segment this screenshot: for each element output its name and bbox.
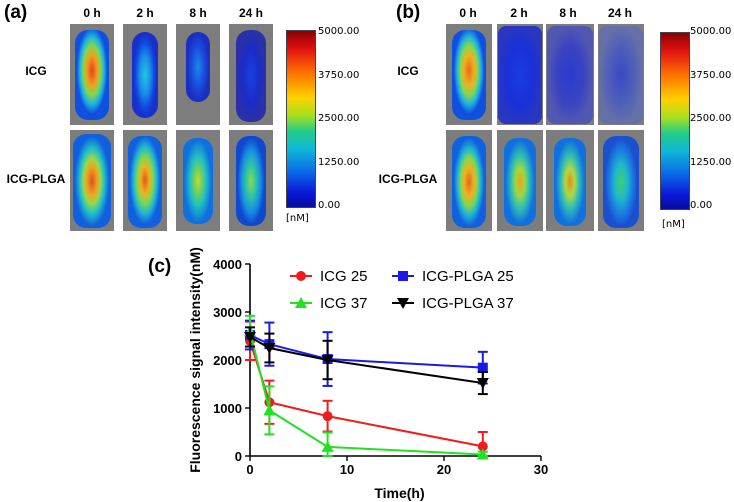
panel-b-image-icg-2h bbox=[497, 24, 543, 125]
data-point bbox=[476, 448, 489, 460]
data-point bbox=[477, 441, 488, 452]
data-point bbox=[263, 404, 276, 416]
panel-b-col-2h: 2 h bbox=[510, 6, 528, 20]
panel-b-col-8h: 8 h bbox=[559, 6, 577, 20]
panel-b-row-icg: ICG bbox=[397, 64, 419, 78]
panel-a-row-icg: ICG bbox=[25, 64, 47, 78]
x-tick-label: 0 bbox=[246, 462, 253, 477]
panel-a-colorbar-tick: 0.00 bbox=[318, 200, 341, 211]
panel-a-col-0h: 0 h bbox=[83, 6, 101, 20]
panel-a-image-icg-0h bbox=[70, 24, 114, 125]
panel-b-colorbar-tick: 2500.00 bbox=[690, 113, 732, 124]
panel-a-colorbar-tick: 5000.00 bbox=[318, 26, 360, 37]
panel-a-colorbar-unit: [nM] bbox=[286, 213, 309, 224]
panel-b-colorbar-tick: 1250.00 bbox=[690, 157, 732, 168]
panel-b-row-icg-plga: ICG-PLGA bbox=[378, 172, 438, 186]
panel-a-colorbar bbox=[286, 30, 316, 208]
y-tick-label: 0 bbox=[235, 449, 242, 464]
legend-label: ICG 37 bbox=[320, 295, 368, 312]
panel-b-label: (b) bbox=[396, 2, 421, 23]
data-point bbox=[244, 331, 256, 343]
y-tick-label: 2000 bbox=[213, 353, 242, 368]
x-tick-label: 20 bbox=[437, 462, 451, 477]
panel-b-image-icg-0h bbox=[446, 24, 492, 125]
panel-a-image-icg-plga-24h bbox=[229, 130, 273, 231]
panel-b-colorbar-tick: 5000.00 bbox=[690, 26, 732, 37]
panel-a-image-icg-8h bbox=[176, 24, 220, 125]
legend-swatch-marker bbox=[296, 271, 306, 281]
panel-a-image-icg-plga-0h bbox=[70, 130, 114, 231]
data-point bbox=[321, 440, 334, 452]
data-point bbox=[477, 362, 488, 373]
panel-a-image-icg-plga-8h bbox=[176, 130, 220, 231]
data-point bbox=[321, 355, 334, 366]
series-line bbox=[249, 334, 483, 369]
panel-a-colorbar-tick: 1250.00 bbox=[318, 157, 360, 168]
y-tick-label: 1000 bbox=[213, 401, 242, 416]
legend-swatch-marker bbox=[397, 298, 409, 309]
panel-a-image-icg-24h bbox=[229, 24, 273, 125]
legend-swatch-marker bbox=[295, 297, 307, 308]
panel-b-col-24h: 24 h bbox=[607, 6, 632, 20]
series-line bbox=[249, 340, 483, 448]
panel-a-row-icg-plga: ICG-PLGA bbox=[6, 172, 66, 186]
panel-b-image-icg-plga-24h bbox=[598, 130, 644, 231]
y-tick-label: 4000 bbox=[213, 257, 242, 272]
panel-a-label: (a) bbox=[4, 2, 28, 23]
data-point bbox=[322, 411, 333, 422]
panel-a-colorbar-tick: 3750.00 bbox=[318, 70, 360, 81]
series-line bbox=[249, 336, 483, 385]
panel-b-image-icg-24h bbox=[598, 24, 644, 125]
panel-a-image-icg-2h bbox=[123, 24, 167, 125]
panel-b-colorbar bbox=[660, 32, 690, 210]
legend-swatch-marker bbox=[398, 271, 408, 281]
panel-a-image-icg-plga-2h bbox=[123, 130, 167, 231]
panel-b-image-icg-8h bbox=[546, 24, 594, 125]
legend-label: ICG-PLGA 25 bbox=[422, 268, 514, 285]
data-point bbox=[476, 378, 489, 390]
panel-b-colorbar-unit: [nM] bbox=[662, 219, 685, 230]
panel-a-colorbar-tick: 2500.00 bbox=[318, 113, 360, 124]
panel-b-image-icg-plga-8h bbox=[546, 130, 594, 231]
x-tick-label: 30 bbox=[534, 462, 548, 477]
panel-b-colorbar-tick: 3750.00 bbox=[690, 70, 732, 81]
panel-a-col-2h: 2 h bbox=[136, 6, 154, 20]
series-line bbox=[249, 330, 483, 456]
legend-label: ICG-PLGA 37 bbox=[422, 295, 514, 312]
panel-a-col-8h: 8 h bbox=[189, 6, 207, 20]
panel-a-col-24h: 24 h bbox=[238, 6, 263, 20]
panel-c-label: (c) bbox=[148, 256, 172, 277]
panel-b-image-icg-plga-0h bbox=[446, 130, 492, 231]
panel-b-col-0h: 0 h bbox=[459, 6, 477, 20]
y-axis-title: Fluorescence signal intensity(nM) bbox=[187, 247, 203, 473]
x-tick-label: 10 bbox=[340, 462, 354, 477]
legend-label: ICG 25 bbox=[320, 268, 368, 285]
y-tick-label: 3000 bbox=[213, 305, 242, 320]
data-point bbox=[263, 343, 276, 354]
panel-b-image-icg-plga-2h bbox=[497, 130, 543, 231]
x-axis-title: Time(h) bbox=[374, 485, 424, 501]
panel-b-colorbar-tick: 0.00 bbox=[690, 200, 713, 211]
